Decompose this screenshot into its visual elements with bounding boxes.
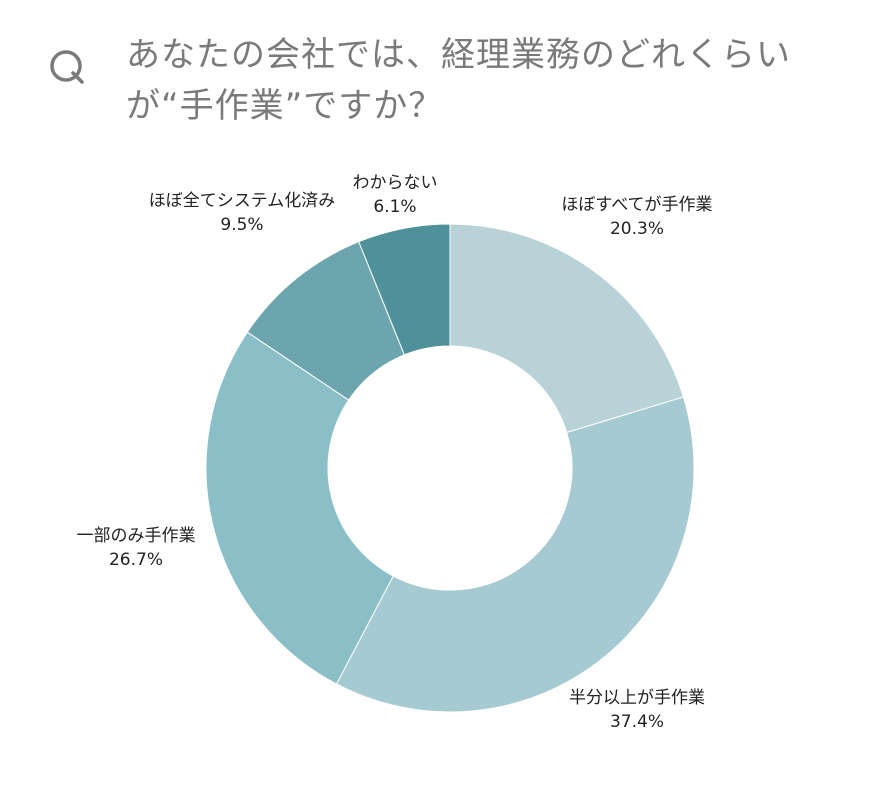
slice-label-3: ほぼ全てシステム化済み [149,191,336,211]
question-line-1: あなたの会社では、経理業務のどれくらい [126,35,791,75]
question-title: あなたの会社では、経理業務のどれくらい が“手作業”ですか？ [126,30,846,132]
slice-labels: ほぼすべてが手作業 20.3% 半分以上が手作業 37.4% 一部のみ手作業 26.7% ほ… [77,173,713,732]
slice-value-1: 37.4% [610,712,664,732]
slice-4 [358,223,451,356]
slice-2 [205,331,394,685]
slice-1 [335,396,695,713]
slice-value-3: 9.5% [220,215,263,235]
q-icon [50,50,84,84]
slice-0 [449,223,685,434]
slice-value-2: 26.7% [109,550,163,570]
slice-label-2: 一部のみ手作業 [77,526,196,546]
slice-label-0: ほぼすべてが手作業 [561,195,712,215]
slice-value-0: 20.3% [610,219,664,239]
slice-label-1: 半分以上が手作業 [569,688,705,708]
donut-slices [205,223,695,713]
question-line-2: が“手作業”ですか？ [126,86,444,126]
slice-value-4: 6.1% [373,197,416,217]
slice-label-4: わからない [353,173,438,193]
